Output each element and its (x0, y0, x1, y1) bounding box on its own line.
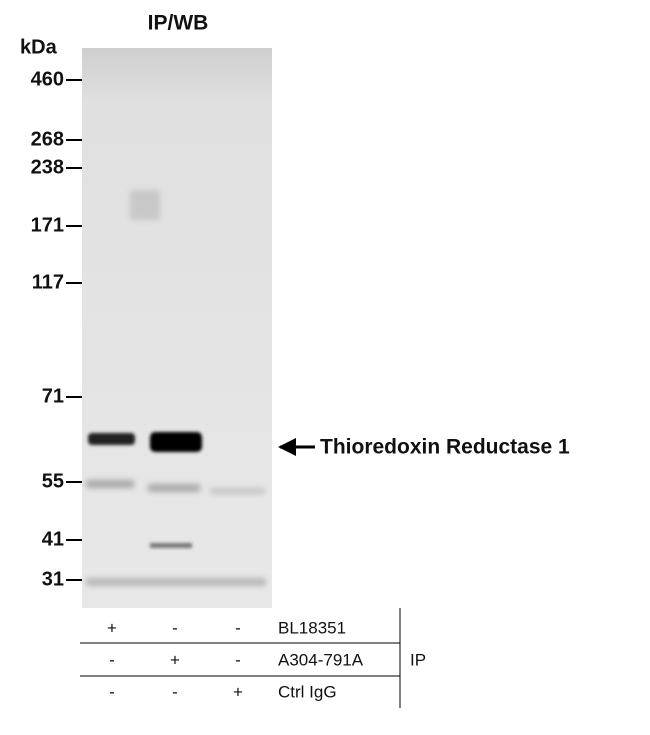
marker-label: 171 (31, 214, 64, 236)
marker-label: 117 (32, 271, 64, 293)
lane-sign: - (235, 618, 241, 637)
marker-label: 71 (42, 385, 64, 407)
title: IP/WB (148, 12, 209, 35)
lane-sign: + (233, 682, 243, 701)
row-label: BL18351 (278, 618, 346, 637)
marker-label: 238 (31, 156, 64, 178)
marker-label: 460 (31, 68, 64, 90)
marker-label: 31 (42, 568, 64, 590)
lane-sign: - (235, 650, 241, 669)
row-label: Ctrl IgG (278, 682, 337, 701)
lane-sign: + (107, 618, 117, 637)
arrow-head (278, 438, 296, 456)
blot-bands (86, 190, 266, 586)
marker-label: 41 (42, 528, 64, 550)
lane-sign: + (170, 650, 180, 669)
marker-label: 55 (42, 470, 64, 492)
blot-membrane (82, 48, 272, 608)
lane-sign: - (172, 618, 178, 637)
lane-sign: - (109, 682, 115, 701)
row-label: A304-791A (278, 650, 364, 669)
lane-sign: - (172, 682, 178, 701)
unit-label: kDa (20, 36, 58, 58)
band-label: Thioredoxin Reductase 1 (320, 436, 570, 459)
lane-sign: - (109, 650, 115, 669)
blot-main-bands (88, 432, 202, 548)
ip-label: IP (410, 650, 426, 669)
marker-label: 268 (31, 128, 64, 150)
